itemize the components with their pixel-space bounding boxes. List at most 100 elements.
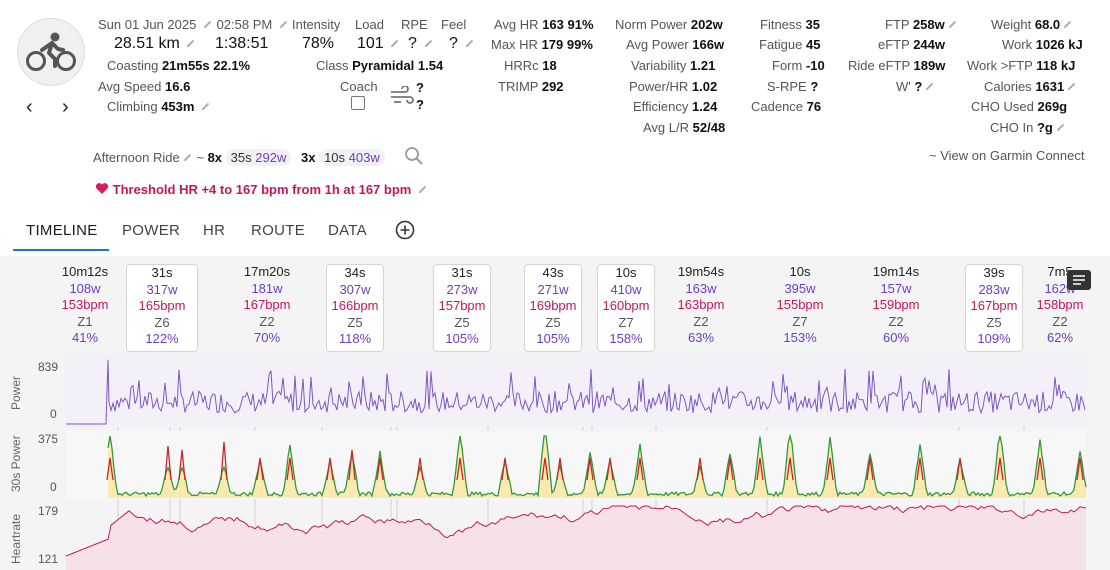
interval-card[interactable]: 39s 283w 167bpm Z5 109%: [965, 264, 1023, 352]
hr-series-fill: [66, 506, 1086, 570]
coach-checkbox[interactable]: [351, 96, 365, 110]
fitness-label: Fitness: [760, 17, 802, 32]
interval-pct: 63%: [687, 330, 715, 346]
interval-time: 31s: [151, 265, 173, 280]
pencil-icon[interactable]: [947, 18, 958, 29]
tab-route[interactable]: ROUTE: [251, 222, 305, 239]
interval-pct: 41%: [71, 330, 99, 346]
avg-lr-value: 52/48: [692, 120, 726, 135]
interval-watts: 317w: [146, 281, 178, 297]
pencil-icon[interactable]: [182, 151, 193, 162]
pencil-icon[interactable]: [1062, 18, 1073, 29]
pencil-icon[interactable]: [924, 80, 935, 91]
notes-icon[interactable]: [1067, 270, 1091, 290]
norm-power-value: 202w: [690, 17, 723, 32]
garmin-connect-link[interactable]: ~ View on Garmin Connect: [929, 148, 1085, 163]
interval-card[interactable]: 17m20s 181w 167bpm Z2 70%: [228, 264, 306, 352]
pencil-icon[interactable]: [389, 37, 400, 48]
cho-in-value[interactable]: ?g: [1036, 120, 1053, 135]
interval-bpm: 155bpm: [776, 297, 824, 313]
wprime-label: W': [896, 79, 911, 94]
interval-card[interactable]: 31s 273w 157bpm Z5 105%: [433, 264, 491, 352]
interval-time: 17m20s: [243, 264, 291, 279]
tab-bar: TIMELINE POWER HR ROUTE DATA: [0, 212, 1110, 254]
interval-card[interactable]: 43s 271w 169bpm Z5 105%: [524, 264, 582, 352]
pencil-icon[interactable]: [202, 18, 213, 29]
interval-time: 10s: [615, 265, 637, 280]
interval-bpm: 167bpm: [243, 297, 291, 313]
pencil-icon[interactable]: [278, 18, 289, 29]
interval-card[interactable]: 7m5 162w 158bpm Z2 62%: [1030, 264, 1090, 352]
pencil-icon[interactable]: [185, 37, 196, 48]
class-label: Class: [316, 58, 349, 73]
interval-zone: Z2: [259, 313, 275, 329]
interval-card[interactable]: 34s 307w 166bpm Z5 118%: [326, 264, 384, 352]
interval-watts: 163w: [685, 280, 717, 296]
feel-value[interactable]: ?: [449, 35, 458, 52]
interval-zone: Z5: [454, 314, 470, 330]
pencil-icon[interactable]: [1066, 80, 1077, 91]
interval-bpm: 165bpm: [138, 298, 186, 314]
set1-count: 8x: [207, 150, 223, 165]
hr-axis-max: 179: [38, 504, 59, 518]
p30-series-fill: [108, 436, 1086, 498]
interval-time: 10s: [789, 264, 811, 279]
interval-card[interactable]: 10s 410w 160bpm Z7 158%: [597, 264, 655, 352]
interval-card[interactable]: 10m12s 108w 153bpm Z1 41%: [55, 264, 115, 352]
intensity-value: 78%: [302, 35, 335, 52]
weight-value: 68.0: [1034, 17, 1061, 32]
tab-hr[interactable]: HR: [203, 222, 226, 239]
activity-name[interactable]: Afternoon Ride: [93, 150, 180, 165]
interval-watts: 307w: [339, 281, 371, 297]
previous-activity-button[interactable]: ‹: [26, 96, 33, 118]
interval-zone: Z5: [347, 314, 363, 330]
active-tab-indicator: [13, 249, 109, 251]
wprime-value: ?: [914, 79, 923, 94]
eftp-label: eFTP: [878, 37, 910, 52]
tab-data[interactable]: DATA: [328, 222, 367, 239]
rpe-label: RPE: [401, 17, 428, 32]
tab-timeline[interactable]: TIMELINE: [26, 222, 98, 239]
p30-axis-max: 375: [38, 432, 59, 446]
next-activity-button[interactable]: ›: [62, 96, 69, 118]
max-hr-label: Max HR: [491, 37, 538, 52]
interval-bpm: 166bpm: [331, 298, 379, 314]
activity-date-time[interactable]: Sun 01 Jun 2025 02:58 PM: [98, 17, 289, 32]
interval-bpm: 153bpm: [61, 297, 109, 313]
srpe-label: S-RPE: [767, 79, 807, 94]
power-plot-bg: [66, 355, 1086, 427]
timeline-chart[interactable]: 10m12s 108w 153bpm Z1 41% 31s 317w 165bpm Z6 122%…: [0, 256, 1110, 570]
rpe-value[interactable]: ?: [408, 35, 417, 52]
plus-circle-icon[interactable]: [395, 220, 415, 243]
search-icon[interactable]: [404, 146, 424, 169]
avg-lr-label: Avg L/R: [643, 120, 690, 135]
interval-bpm: 160bpm: [602, 298, 650, 314]
interval-pct: 122%: [145, 331, 179, 347]
interval-zone: Z2: [1052, 313, 1068, 329]
pencil-icon[interactable]: [464, 37, 475, 48]
pencil-icon[interactable]: [200, 100, 211, 111]
pencil-icon[interactable]: [423, 37, 434, 48]
pencil-icon[interactable]: [1055, 121, 1066, 132]
interval-card[interactable]: 19m54s 163w 163bpm Z2 63%: [664, 264, 738, 352]
pencil-icon[interactable]: [417, 183, 428, 194]
interval-watts: 273w: [446, 281, 478, 297]
cho-used-value: 269g: [1037, 99, 1068, 114]
climbing-value: 453m: [161, 99, 195, 114]
hr-axis-min: 121: [38, 552, 59, 566]
tab-power[interactable]: POWER: [122, 222, 181, 239]
coasting-label: Coasting: [107, 58, 159, 73]
interval-bpm: 167bpm: [970, 298, 1018, 314]
interval-card[interactable]: 31s 317w 165bpm Z6 122%: [126, 264, 198, 352]
ftp-value: 258w: [912, 17, 945, 32]
activity-distance: 28.51 km: [114, 35, 180, 52]
hr-threshold-note: Threshold HR +4 to 167 bpm from 1h at 16…: [95, 182, 428, 197]
trimp-value: 292: [541, 79, 564, 94]
interval-card[interactable]: 10s 395w 155bpm Z7 153%: [771, 264, 829, 352]
work-value: 1026 kJ: [1035, 37, 1083, 52]
interval-zone: Z1: [77, 313, 93, 329]
set2-duration: 10s: [324, 150, 346, 165]
interval-card[interactable]: 19m14s 157w 159bpm Z2 60%: [853, 264, 939, 352]
cadence-value: 76: [806, 99, 822, 114]
fatigue-label: Fatigue: [759, 37, 803, 52]
